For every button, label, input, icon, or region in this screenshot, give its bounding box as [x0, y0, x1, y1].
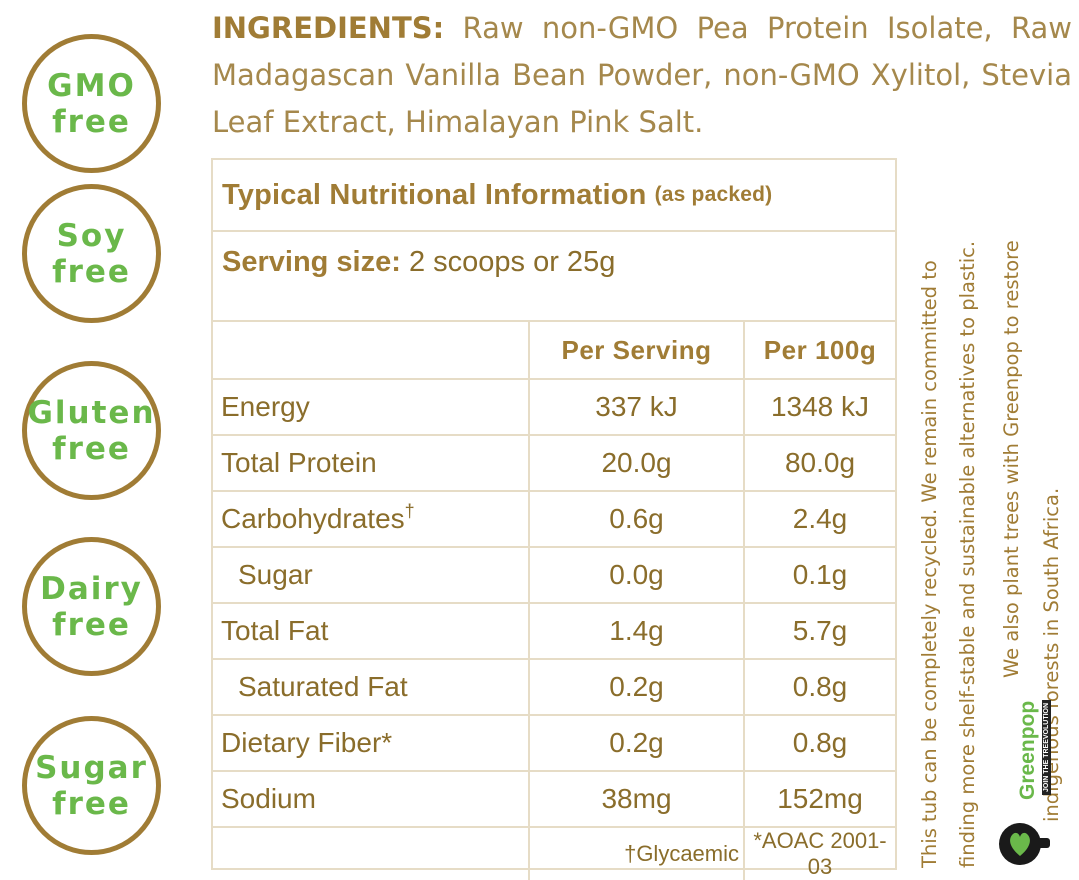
per-100g-value: 0.8g [743, 714, 895, 772]
greenpop-logo-text: Greenpop [1016, 700, 1039, 800]
table-row: Saturated Fat 0.2g 0.8g [213, 658, 895, 716]
badge-line1: Sugar [35, 749, 148, 786]
nutrition-title-note: (as packed) [654, 183, 773, 206]
table-row: Dietary Fiber* 0.2g 0.8g [213, 714, 895, 772]
nutrient-name-text: Carbohydrates [221, 503, 405, 534]
nutrient-name: Saturated Fat [213, 658, 530, 716]
per-100g-value: 152mg [743, 770, 895, 828]
per-100g-value: 2.4g [743, 490, 895, 548]
per-serving-value: 0.6g [528, 490, 745, 548]
per-serving-value: 0.2g [528, 714, 745, 772]
badge-line1: Dairy [40, 570, 143, 607]
per-100g-value: 5.7g [743, 602, 895, 660]
table-row: Total Protein 20.0g 80.0g [213, 434, 895, 492]
soy-free-badge: Soy free [22, 184, 161, 323]
gmo-free-badge: GMO free [22, 34, 161, 173]
ingredients-heading: INGREDIENTS: [212, 11, 445, 45]
badge-line2: free [52, 430, 131, 467]
table-header-row: Per Serving Per 100g [213, 322, 895, 380]
table-row: Total Fat 1.4g 5.7g [213, 602, 895, 660]
badge-line1: GMO [47, 67, 136, 104]
per-100g-value: 1348 kJ [743, 378, 895, 436]
dagger-mark: † [404, 501, 415, 521]
table-row: Sodium 38mg 152mg [213, 770, 895, 828]
per-serving-value: 1.4g [528, 602, 745, 660]
recycle-note-line1: This tub can be completely recycled. We … [918, 260, 941, 868]
per-100g-value: 80.0g [743, 434, 895, 492]
footnote-glycaemic: †Glycaemic [528, 826, 745, 880]
per-100g-value: 0.8g [743, 658, 895, 716]
badge-line1: Soy [56, 217, 127, 254]
badge-line2: free [52, 606, 131, 643]
serving-size-label: Serving size: [222, 246, 401, 278]
table-row: Sugar 0.0g 0.1g [213, 546, 895, 604]
serving-size-value: 2 scoops or 25g [400, 246, 616, 278]
nutrition-table: Per Serving Per 100g Energy 337 kJ 1348 … [213, 322, 895, 880]
nutrient-name: Total Fat [213, 602, 530, 660]
serving-size: Serving size: 2 scoops or 25g [213, 232, 895, 322]
ingredients-list: Raw non-GMO Pea Protein Isolate, Raw Mad… [212, 11, 1072, 139]
per-serving-value: 337 kJ [528, 378, 745, 436]
header-blank [213, 322, 530, 380]
header-per-serving: Per Serving [528, 322, 745, 380]
per-serving-value: 20.0g [528, 434, 745, 492]
badge-line2: free [52, 785, 131, 822]
nutrition-panel: Typical Nutritional Information (as pack… [211, 158, 897, 880]
per-serving-value: 0.2g [528, 658, 745, 716]
nutrient-name: Energy [213, 378, 530, 436]
dairy-free-badge: Dairy free [22, 537, 161, 676]
table-row: Carbohydrates† 0.6g 2.4g [213, 490, 895, 548]
greenpop-logo-tagline: JOIN THE TREEVOLUTION [1042, 699, 1051, 795]
badge-line2: free [52, 253, 131, 290]
gluten-free-badge: Gluten free [22, 361, 161, 500]
recycle-note-line2: finding more shelf-stable and sustainabl… [956, 240, 979, 868]
table-row: Energy 337 kJ 1348 kJ [213, 378, 895, 436]
nutrition-title-text: Typical Nutritional Information [222, 178, 647, 211]
badge-line1: Gluten [27, 394, 156, 431]
nutrition-title: Typical Nutritional Information (as pack… [213, 160, 895, 232]
nutrient-name: Dietary Fiber* [213, 714, 530, 772]
free-from-badges: GMO free Soy free Gluten free Dairy free… [22, 0, 172, 878]
footnote-blank [213, 826, 530, 880]
per-100g-value: 0.1g [743, 546, 895, 604]
greenpop-note-line1: We also plant trees with Greenpop to res… [1000, 240, 1023, 678]
footnote-row: †Glycaemic *AOAC 2001-03 [213, 826, 895, 880]
footnote-aoac: *AOAC 2001-03 [743, 826, 895, 880]
per-serving-value: 0.0g [528, 546, 745, 604]
nutrient-name: Total Protein [213, 434, 530, 492]
ingredients-text: INGREDIENTS: Raw non-GMO Pea Protein Iso… [212, 5, 1072, 146]
header-per-100g: Per 100g [743, 322, 895, 380]
greenpop-tree-icon [999, 823, 1050, 865]
sugar-free-badge: Sugar free [22, 716, 161, 855]
nutrient-name: Carbohydrates† [213, 490, 530, 548]
badge-line2: free [52, 103, 131, 140]
nutrient-name: Sugar [213, 546, 530, 604]
nutrient-name: Sodium [213, 770, 530, 828]
per-serving-value: 38mg [528, 770, 745, 828]
